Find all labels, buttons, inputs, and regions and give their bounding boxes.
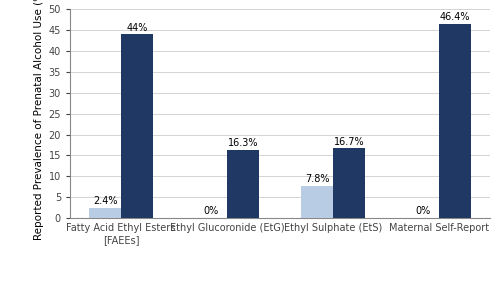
Text: 46.4%: 46.4% [440, 12, 470, 22]
Text: 7.8%: 7.8% [305, 174, 330, 184]
Bar [301, 185, 333, 218]
Text: 16.7%: 16.7% [334, 137, 364, 147]
Text: 16.3%: 16.3% [228, 138, 258, 148]
Bar [227, 150, 259, 218]
Text: 44%: 44% [126, 22, 148, 32]
Text: 2.4%: 2.4% [93, 196, 117, 206]
Y-axis label: Reported Prevalence of Prenatal Alcohol Use (%): Reported Prevalence of Prenatal Alcohol … [34, 0, 44, 240]
Bar [439, 24, 471, 218]
Bar [89, 208, 121, 218]
Bar [333, 148, 365, 218]
Text: 0%: 0% [204, 206, 218, 216]
Bar [121, 34, 152, 218]
Text: 0%: 0% [416, 206, 431, 216]
